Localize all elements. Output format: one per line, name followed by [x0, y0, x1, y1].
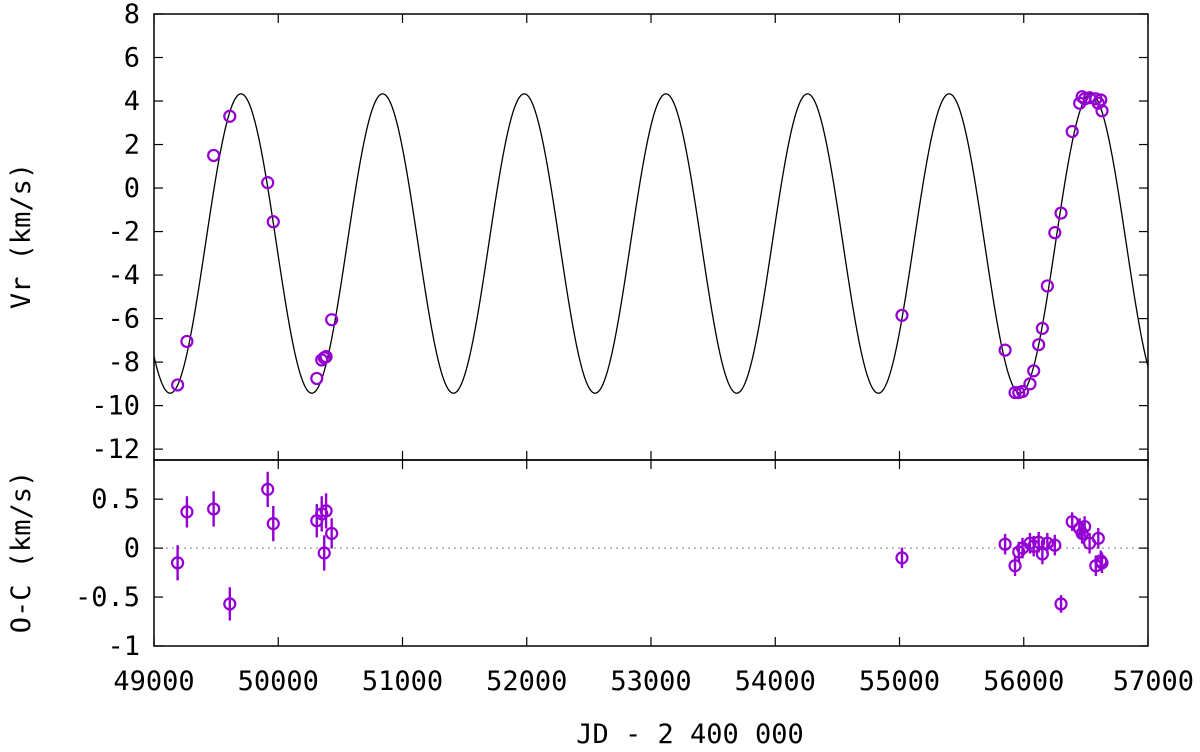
y-tick-label: 0	[124, 173, 140, 204]
residual-point	[223, 597, 237, 611]
rv-point	[1015, 384, 1030, 399]
rv-point	[223, 109, 237, 123]
rv-point	[1008, 385, 1022, 400]
rv-point	[1048, 226, 1062, 240]
y-tick-label: -8	[107, 347, 140, 378]
x-axis-title: JD - 2 400 000	[576, 719, 804, 750]
x-tick-label: 56000	[983, 666, 1064, 697]
top-y-tick-labels: 8 6 4 2 0 -2 -4 -6 -8 -10 -12	[91, 0, 140, 465]
top-y-axis-title: Vr (km/s)	[6, 163, 37, 309]
y-tick-label: 2	[124, 130, 140, 161]
residual-point	[180, 505, 194, 519]
y-tick-label: -1	[107, 631, 140, 662]
residual-point	[1008, 559, 1022, 573]
rv-point	[319, 350, 333, 364]
top-panel: 8 6 4 2 0 -2 -4 -6 -8 -10 -12 Vr (km/s)	[6, 0, 1149, 465]
rv-point	[325, 313, 339, 327]
residual-point	[171, 556, 185, 570]
residual-point	[998, 537, 1012, 551]
rv-point	[1095, 104, 1109, 118]
rv-point	[207, 148, 221, 163]
rv-point	[1023, 377, 1037, 391]
y-tick-label: -10	[91, 391, 140, 422]
residual-point	[1040, 536, 1054, 550]
rv-point	[1040, 279, 1054, 293]
y-tick-label: -12	[91, 434, 140, 465]
y-tick-label: 6	[124, 43, 140, 74]
residual-point	[1091, 531, 1105, 545]
rv-point	[1032, 338, 1046, 352]
rv-point	[261, 176, 275, 190]
rv-point	[1075, 90, 1089, 104]
y-tick-label: 4	[124, 86, 140, 117]
residual-point	[1078, 519, 1092, 534]
y-tick-label: -0.5	[75, 582, 140, 613]
rv-point	[998, 343, 1012, 357]
residual-point	[1095, 556, 1109, 570]
x-tick-labels: 49000 50000 51000 52000 53000 54000 55000 56000…	[113, 666, 1194, 697]
bottom-y-tick-labels: 0.5 0 -0.5 -1	[75, 484, 140, 662]
y-tick-label: 8	[124, 0, 140, 30]
residual-point	[325, 526, 339, 541]
y-tick-label: -6	[107, 304, 140, 335]
x-tick-label: 57000	[1113, 666, 1194, 697]
y-tick-label: -2	[107, 217, 140, 248]
y-tick-label: 0	[124, 533, 140, 564]
top-ticks	[153, 13, 1149, 460]
rv-point	[310, 371, 324, 386]
residual-point	[207, 502, 221, 516]
rv-point	[266, 215, 280, 229]
bottom-panel: 0.5 0 -0.5 -1 49000 50000 51000 52000 53000 5400…	[6, 459, 1194, 750]
bottom-frame	[153, 459, 1149, 647]
x-tick-label: 53000	[610, 666, 691, 697]
x-tick-label: 49000	[113, 666, 194, 697]
y-tick-label: 0.5	[91, 484, 140, 515]
residual-point	[266, 517, 280, 531]
residual-point	[1032, 535, 1046, 549]
bottom-points	[171, 471, 1109, 621]
rv-point	[1035, 321, 1049, 335]
x-tick-label: 54000	[735, 666, 816, 697]
x-tick-label: 52000	[486, 666, 567, 697]
bottom-y-axis-title: O-C (km/s)	[6, 471, 37, 634]
residual-point	[1035, 547, 1049, 561]
bottom-ticks	[153, 460, 1149, 647]
x-tick-label: 50000	[238, 666, 319, 697]
rv-point	[171, 378, 185, 392]
x-tick-label: 51000	[362, 666, 443, 697]
residual-point	[1048, 538, 1062, 552]
rv-point	[895, 308, 909, 322]
rv-point	[1065, 124, 1079, 139]
residual-point	[1012, 545, 1026, 559]
rv-point	[180, 334, 194, 349]
residual-point	[895, 551, 909, 565]
residual-point	[261, 482, 275, 496]
top-points	[171, 90, 1109, 400]
x-tick-label: 55000	[859, 666, 940, 697]
residual-point	[1054, 597, 1068, 611]
y-tick-label: -4	[107, 260, 140, 291]
residual-point	[1075, 526, 1089, 541]
rv-point	[1027, 364, 1041, 378]
residual-point	[317, 546, 331, 560]
top-frame	[153, 13, 1149, 461]
residual-point	[319, 504, 333, 518]
residual-point	[1065, 515, 1079, 529]
rv-point	[1054, 206, 1068, 220]
